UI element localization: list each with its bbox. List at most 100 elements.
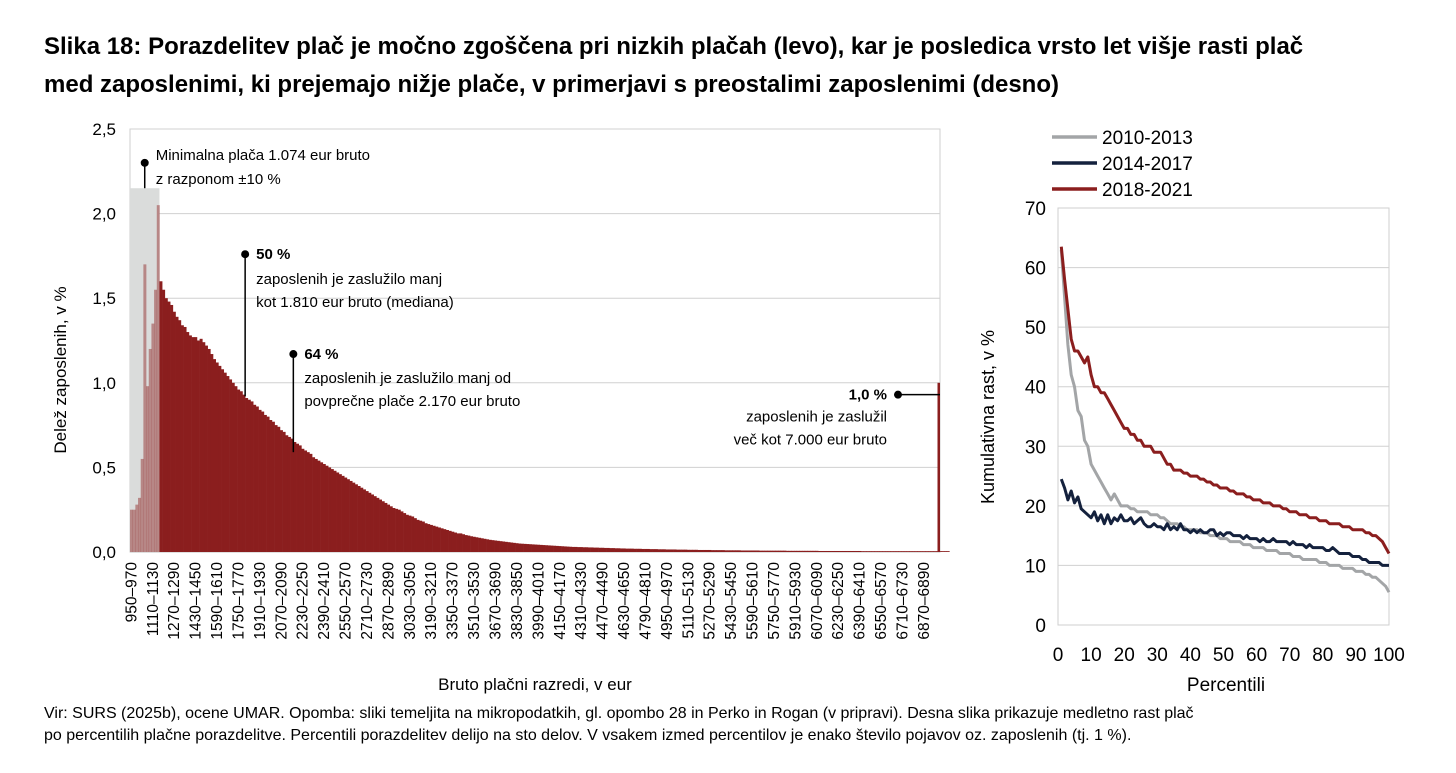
histogram-bar bbox=[796, 550, 800, 552]
histogram-bar bbox=[799, 550, 803, 552]
histogram-bar bbox=[440, 528, 444, 552]
histogram-bar bbox=[756, 550, 760, 552]
histogram-bar bbox=[748, 550, 752, 552]
median-callout-dot bbox=[241, 250, 250, 259]
percentile-y-tick-label: 70 bbox=[1025, 199, 1046, 220]
series-line-2018-2021 bbox=[1059, 246, 1391, 555]
histogram-x-tick-label: 1110–1130 bbox=[145, 562, 162, 637]
histogram-x-tick-label: 6870–6890 bbox=[916, 562, 933, 640]
histogram-bar bbox=[820, 550, 824, 552]
histogram-bar bbox=[237, 389, 241, 552]
histogram-bar bbox=[778, 550, 781, 552]
percentile-y-tick-label: 40 bbox=[1025, 378, 1046, 399]
percentile-x-tick-label: 10 bbox=[1081, 645, 1102, 666]
histogram-bar bbox=[213, 359, 216, 552]
histogram-x-tick-label: 3350–3370 bbox=[445, 562, 462, 640]
histogram-bar bbox=[486, 539, 490, 552]
histogram-bar bbox=[587, 547, 591, 552]
histogram-bar bbox=[598, 547, 602, 552]
histogram-bar bbox=[130, 509, 133, 552]
histogram-bar bbox=[764, 550, 768, 552]
histogram-bar bbox=[180, 325, 184, 552]
histogram-bar bbox=[810, 550, 814, 552]
average-callout-text-line-2: povprečne plače 2.170 eur bruto bbox=[304, 393, 520, 410]
histogram-bar bbox=[705, 549, 709, 552]
histogram-x-tick-label: 5110–5130 bbox=[680, 562, 697, 639]
histogram-bar bbox=[314, 458, 318, 552]
histogram-bar bbox=[831, 550, 835, 552]
histogram-bar bbox=[515, 543, 519, 552]
histogram-bar bbox=[874, 551, 878, 552]
percentile-x-tick-label: 30 bbox=[1147, 645, 1168, 666]
histogram-bar bbox=[700, 549, 704, 552]
median-callout-percent: 50 % bbox=[256, 246, 290, 263]
histogram-bar bbox=[504, 541, 508, 552]
histogram-x-tick-label: 6070–6090 bbox=[809, 562, 826, 640]
percentile-x-tick-label: 40 bbox=[1180, 645, 1201, 666]
histogram-bar bbox=[745, 550, 749, 552]
histogram-bar bbox=[545, 545, 549, 552]
histogram-bar bbox=[930, 551, 934, 552]
histogram-bar bbox=[360, 487, 364, 552]
histogram-bar bbox=[804, 550, 808, 552]
histogram-bar bbox=[138, 497, 142, 552]
histogram-bar bbox=[483, 538, 487, 552]
histogram-bar bbox=[925, 551, 929, 552]
histogram-bar bbox=[555, 545, 559, 552]
histogram-bar bbox=[767, 550, 771, 552]
histogram-bar bbox=[293, 442, 297, 552]
histogram-bar bbox=[628, 548, 632, 552]
percentile-y-tick-labels: 0 10 20 30 40 50 60 70 bbox=[1025, 199, 1046, 637]
histogram-bar bbox=[151, 323, 155, 552]
histogram-bar bbox=[673, 549, 677, 552]
histogram-bar bbox=[668, 549, 672, 552]
histogram-bar bbox=[186, 332, 190, 552]
histogram-bar bbox=[429, 524, 433, 552]
histogram-x-tick-label: 4790–4810 bbox=[637, 562, 654, 640]
percentile-y-tick-label: 10 bbox=[1025, 556, 1046, 577]
histogram-bar bbox=[456, 533, 460, 552]
histogram-x-tick-label: 3990–4010 bbox=[530, 562, 547, 640]
histogram-bar bbox=[772, 550, 776, 552]
histogram-bar bbox=[716, 550, 720, 552]
histogram-bar bbox=[488, 539, 492, 552]
histogram-bar bbox=[887, 551, 891, 552]
histogram-y-tick-label: 0,5 bbox=[92, 458, 116, 477]
histogram-bar bbox=[451, 531, 455, 552]
histogram-bar bbox=[842, 550, 846, 552]
histogram-bar bbox=[362, 489, 366, 552]
histogram-bar bbox=[274, 425, 278, 552]
histogram-bar bbox=[871, 551, 875, 552]
histogram-bar bbox=[285, 435, 289, 552]
histogram-bar bbox=[443, 529, 447, 552]
histogram-bar bbox=[794, 550, 798, 552]
footnote-line-1: Vir: SURS (2025b), ocene UMAR. Opomba: s… bbox=[44, 705, 1194, 722]
histogram-bar bbox=[751, 550, 755, 552]
histogram-bar bbox=[844, 550, 848, 552]
histogram-bar bbox=[927, 551, 931, 552]
histogram-bar bbox=[494, 540, 498, 552]
histogram-bar bbox=[499, 541, 503, 552]
percentile-y-tick-label: 30 bbox=[1025, 437, 1046, 458]
histogram-x-tick-label: 3190–3210 bbox=[423, 562, 440, 640]
histogram-bar bbox=[654, 549, 658, 552]
histogram-bar bbox=[336, 472, 340, 552]
histogram-bar bbox=[807, 550, 811, 552]
percentile-x-tick-label: 50 bbox=[1213, 645, 1234, 666]
series-line-2010-2013 bbox=[1059, 249, 1391, 593]
histogram-bar bbox=[510, 542, 514, 552]
histogram-bar bbox=[491, 540, 495, 552]
histogram-bar bbox=[692, 549, 696, 552]
histogram-bar bbox=[405, 514, 409, 552]
legend-label-2018-2021: 2018-2021 bbox=[1102, 180, 1193, 201]
percentile-x-axis-label: Percentili bbox=[1187, 675, 1265, 696]
histogram-x-tick-label: 4470–4490 bbox=[595, 562, 612, 640]
histogram-bar bbox=[855, 550, 859, 552]
histogram-bar bbox=[577, 547, 581, 552]
histogram-x-tick-label: 3670–3690 bbox=[488, 562, 505, 640]
histogram-bar bbox=[437, 527, 441, 552]
histogram-x-tick-label: 1750–1770 bbox=[230, 562, 247, 640]
histogram-bar bbox=[539, 544, 543, 552]
percentile-y-tick-label: 0 bbox=[1035, 616, 1046, 637]
